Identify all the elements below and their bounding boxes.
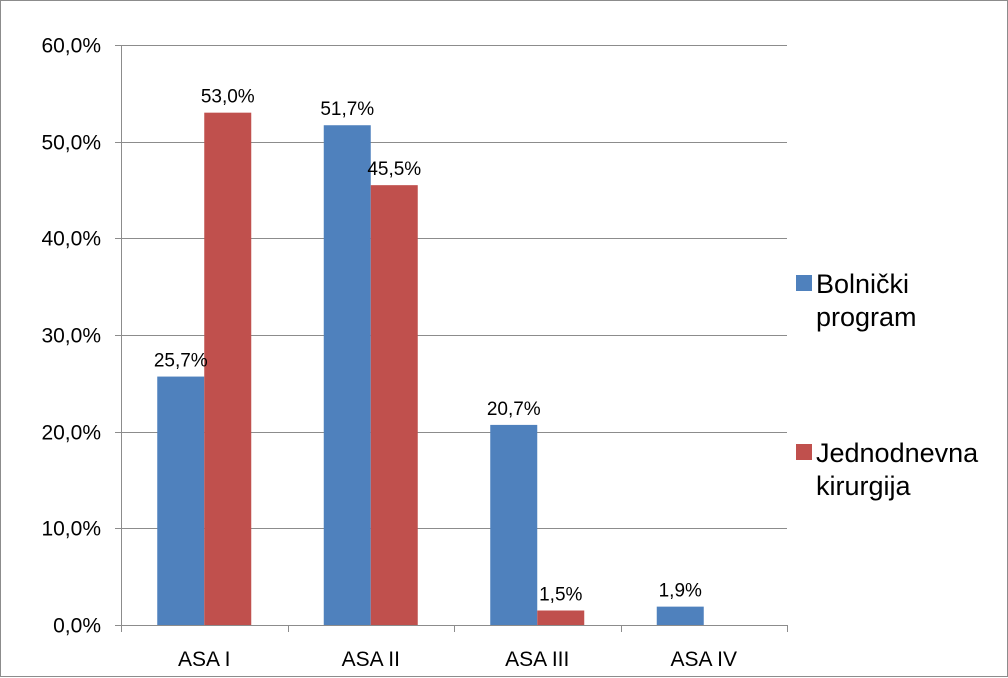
y-tick-label: 10,0% [41, 518, 101, 541]
x-tick-label: ASA I [178, 648, 231, 671]
bar-series-1-1 [370, 185, 418, 625]
bar-series-1-2 [537, 610, 585, 625]
y-tick-label: 0,0% [53, 615, 101, 638]
x-tick-label: ASA II [342, 648, 400, 671]
legend-label: kirurgija [816, 471, 912, 501]
legend-label: Bolnički [816, 269, 909, 299]
data-label: 1,9% [659, 581, 702, 602]
data-label: 45,5% [367, 159, 421, 180]
bar-series-0-1 [323, 125, 371, 625]
data-label: 25,7% [154, 351, 208, 372]
bar-series-0-0 [157, 376, 205, 625]
bar-series-0-3 [656, 606, 704, 625]
data-label: 1,5% [539, 585, 582, 606]
legend-label: program [816, 302, 917, 332]
bar-series-0-2 [490, 424, 538, 625]
y-tick-label: 20,0% [41, 422, 101, 445]
y-tick-label: 40,0% [41, 228, 101, 251]
y-tick-label: 50,0% [41, 132, 101, 155]
bar-series-1-0 [204, 112, 252, 625]
data-label: 20,7% [487, 399, 541, 420]
data-label: 51,7% [320, 99, 374, 120]
x-tick-label: ASA III [505, 648, 569, 671]
legend-label: Jednodnevna [816, 438, 979, 468]
axes: 0,0% 10,0% 20,0% 30,0% 40,0% 50,0% 60,0% ASA I A… [41, 35, 788, 671]
bars [157, 112, 704, 625]
x-tick-label: ASA IV [670, 648, 737, 671]
data-labels: 25,7% 53,0% 51,7% 45,5% 20,7% 1,5% 1,9% [154, 87, 702, 606]
legend-swatch [796, 444, 812, 460]
legend-swatch [796, 275, 812, 291]
y-tick-label: 30,0% [41, 325, 101, 348]
y-tick-label: 60,0% [41, 35, 101, 58]
data-label: 53,0% [201, 87, 255, 108]
